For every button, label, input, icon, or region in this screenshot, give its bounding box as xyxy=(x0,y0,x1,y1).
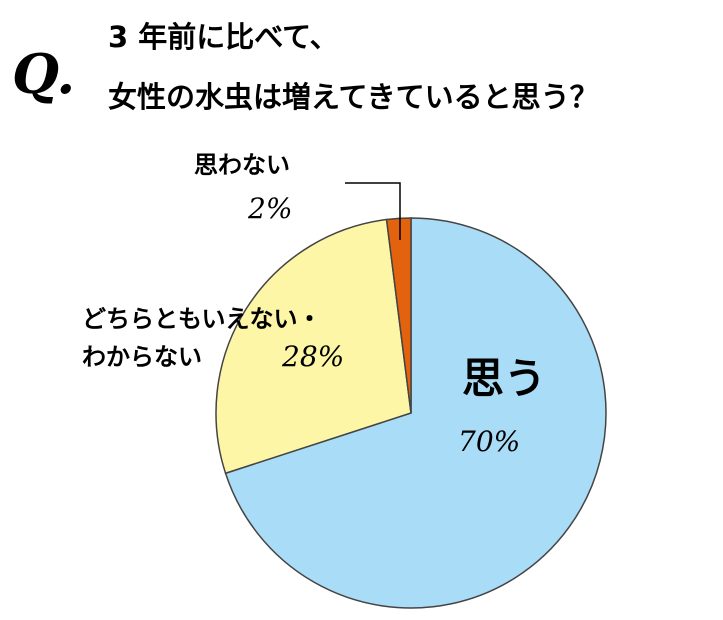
title-line: 女性の水虫は増えてきていると思う？ xyxy=(108,80,599,114)
q-mark: Q. xyxy=(12,42,76,106)
pie-slice xyxy=(224,217,607,609)
slice-label: どちらともいえない・ わからない xyxy=(82,305,322,371)
value-label: 70% xyxy=(458,425,521,458)
leader-line xyxy=(345,182,401,240)
slice-label: 思う xyxy=(462,354,547,403)
pie-slice xyxy=(385,217,412,414)
slice-label: 思わない xyxy=(194,151,290,179)
value-label: 28% xyxy=(282,340,345,373)
value-label: 2% xyxy=(248,192,293,225)
pie-slice xyxy=(215,218,412,475)
title-line: 3 年前に比べて、 xyxy=(108,20,339,54)
